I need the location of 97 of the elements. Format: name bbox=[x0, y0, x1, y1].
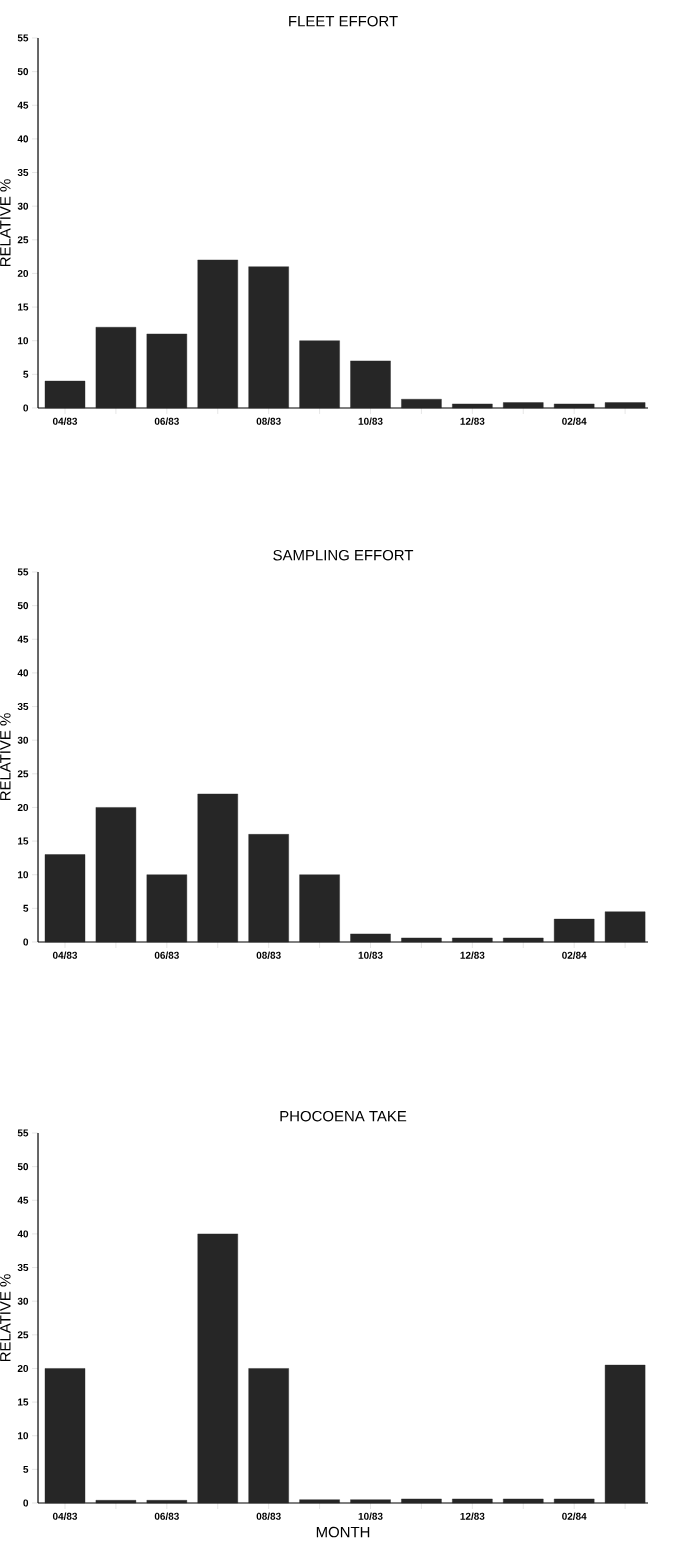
x-tick-label: 06/83 bbox=[154, 951, 179, 959]
bar bbox=[604, 1364, 646, 1504]
bar bbox=[95, 1500, 137, 1504]
y-tick-label: 40 bbox=[17, 135, 29, 143]
y-tick-label: 55 bbox=[17, 568, 29, 576]
bar bbox=[503, 937, 544, 943]
x-tick-label: 10/83 bbox=[358, 1512, 383, 1520]
bar bbox=[197, 1233, 238, 1504]
bar bbox=[248, 1368, 289, 1504]
y-tick-label: 55 bbox=[17, 1129, 29, 1137]
y-tick-label: 20 bbox=[17, 803, 29, 811]
x-tick-label: 10/83 bbox=[358, 417, 383, 425]
x-tick-label: 04/83 bbox=[52, 417, 78, 425]
y-tick-label: 35 bbox=[17, 169, 29, 177]
y-axis-title: RELATIVE % bbox=[0, 1274, 11, 1362]
y-tick-label: 50 bbox=[17, 1163, 29, 1171]
bar bbox=[401, 937, 442, 943]
chart-title: PHOCOENA TAKE bbox=[280, 1110, 407, 1122]
bar bbox=[503, 402, 544, 409]
y-tick-label: 40 bbox=[17, 1230, 29, 1238]
bar bbox=[248, 266, 289, 409]
bar bbox=[299, 1499, 340, 1504]
x-tick-label: 12/83 bbox=[460, 1512, 485, 1520]
y-tick-label: 45 bbox=[17, 635, 29, 643]
bar bbox=[553, 403, 595, 409]
y-tick-label: 15 bbox=[18, 1398, 29, 1406]
bar bbox=[401, 399, 442, 409]
x-tick-label: 12/83 bbox=[460, 951, 485, 959]
bar bbox=[401, 1498, 442, 1504]
bar bbox=[452, 403, 493, 409]
y-tick-label: 0 bbox=[23, 938, 29, 946]
x-tick-label: 04/83 bbox=[52, 1512, 78, 1520]
bar bbox=[248, 834, 289, 943]
y-tick-label: 15 bbox=[18, 303, 29, 311]
y-tick-label: 10 bbox=[18, 871, 29, 879]
y-tick-label: 10 bbox=[18, 337, 29, 345]
bar bbox=[44, 854, 86, 943]
y-tick-label: 45 bbox=[17, 1196, 29, 1204]
y-tick-label: 30 bbox=[17, 1297, 29, 1305]
x-axis-title: MONTH bbox=[316, 1526, 370, 1538]
x-tick-label: 10/83 bbox=[358, 951, 383, 959]
bar bbox=[197, 793, 238, 943]
bar bbox=[350, 360, 391, 409]
bar bbox=[44, 1368, 86, 1504]
bar bbox=[44, 380, 86, 409]
y-tick-label: 20 bbox=[17, 1364, 29, 1372]
bar bbox=[146, 333, 188, 409]
y-tick-label: 5 bbox=[23, 1465, 29, 1473]
y-tick-label: 45 bbox=[17, 101, 29, 109]
bar bbox=[452, 1498, 493, 1504]
bar bbox=[604, 402, 646, 409]
bar bbox=[95, 327, 137, 409]
chart-title: SAMPLING EFFORT bbox=[273, 549, 414, 561]
y-tick-label: 5 bbox=[23, 370, 29, 378]
y-tick-label: 30 bbox=[17, 736, 29, 744]
bar bbox=[503, 1498, 544, 1504]
bar bbox=[146, 874, 188, 943]
x-tick-label: 08/83 bbox=[256, 1512, 281, 1520]
x-tick-label: 06/83 bbox=[154, 417, 179, 425]
x-tick-label: 02/84 bbox=[562, 1512, 587, 1520]
y-tick-label: 0 bbox=[23, 404, 29, 412]
x-tick-label: 08/83 bbox=[256, 417, 281, 425]
y-tick-label: 25 bbox=[17, 1331, 29, 1339]
y-tick-label: 50 bbox=[17, 602, 29, 610]
x-tick-label: 02/84 bbox=[562, 417, 587, 425]
bar bbox=[299, 340, 340, 409]
bar bbox=[350, 933, 391, 943]
y-tick-label: 0 bbox=[23, 1499, 29, 1507]
chart-title: FLEET EFFORT bbox=[289, 15, 398, 27]
y-tick-label: 25 bbox=[17, 770, 29, 778]
x-tick-label: 02/84 bbox=[562, 951, 587, 959]
bar bbox=[553, 918, 595, 943]
y-tick-label: 35 bbox=[17, 703, 29, 711]
y-tick-label: 55 bbox=[17, 34, 29, 42]
bar bbox=[604, 911, 646, 943]
x-tick-label: 06/83 bbox=[154, 1512, 179, 1520]
y-tick-label: 35 bbox=[17, 1264, 29, 1272]
bar bbox=[146, 1500, 188, 1504]
y-tick-label: 20 bbox=[17, 269, 29, 277]
y-tick-label: 40 bbox=[17, 669, 29, 677]
y-tick-label: 30 bbox=[17, 202, 29, 210]
x-tick-label: 04/83 bbox=[52, 951, 78, 959]
y-tick-label: 25 bbox=[17, 236, 29, 244]
y-tick-label: 15 bbox=[18, 837, 29, 845]
bar bbox=[299, 874, 340, 943]
bar bbox=[452, 937, 493, 943]
y-tick-label: 50 bbox=[17, 68, 29, 76]
x-tick-label: 08/83 bbox=[256, 951, 281, 959]
bar bbox=[95, 807, 137, 943]
y-tick-label: 5 bbox=[23, 904, 29, 912]
bar bbox=[553, 1498, 595, 1504]
bar bbox=[197, 259, 238, 409]
x-tick-label: 12/83 bbox=[460, 417, 485, 425]
y-axis-title: RELATIVE % bbox=[0, 713, 11, 801]
y-axis-title: RELATIVE % bbox=[0, 179, 11, 267]
y-tick-label: 10 bbox=[18, 1432, 29, 1440]
bar bbox=[350, 1499, 391, 1504]
